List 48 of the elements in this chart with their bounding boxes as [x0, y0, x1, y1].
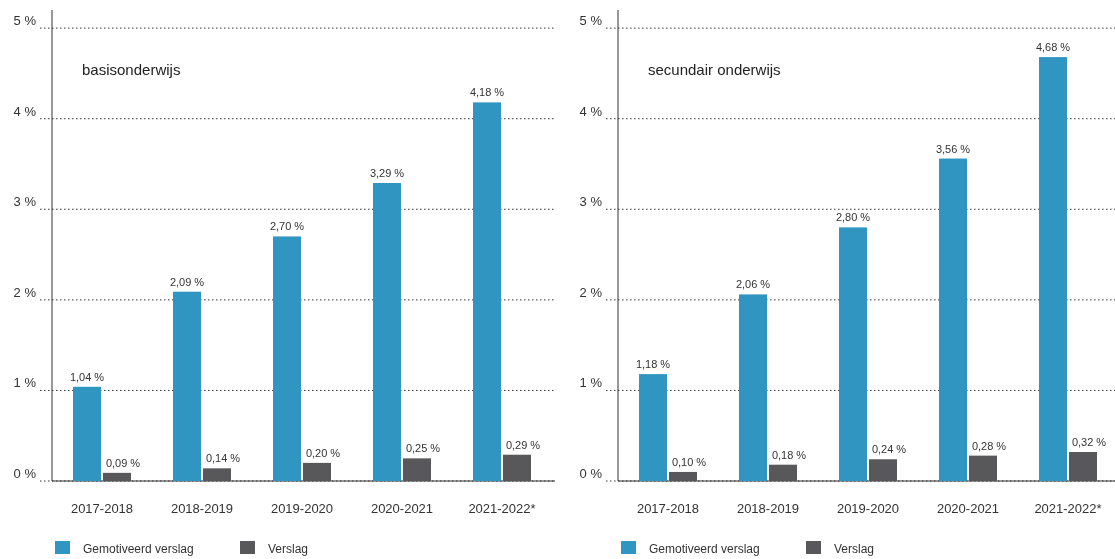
x-tick-label: 2017-2018: [70, 501, 134, 516]
x-tick-label: 2019-2020: [270, 501, 334, 516]
data-label: 0,25 %: [405, 442, 441, 455]
x-tick-label: 2019-2020: [836, 501, 900, 516]
data-label: 1,18 %: [635, 358, 671, 371]
x-tick-label: 2018-2019: [736, 501, 800, 516]
data-label: 0,14 %: [205, 452, 241, 465]
data-label: 0,10 %: [671, 455, 707, 468]
data-label: 4,18 %: [469, 86, 505, 99]
data-label: 0,18 %: [771, 448, 807, 461]
data-label: 2,09 %: [169, 275, 205, 288]
y-tick-label: 5 %: [13, 13, 37, 29]
data-label: 0,20 %: [305, 446, 341, 459]
y-tick-label: 1 %: [579, 375, 603, 391]
data-label: 4,68 %: [1035, 41, 1071, 54]
y-tick-label: 0 %: [579, 466, 603, 481]
legend-label: Gemotiveerd verslag: [83, 542, 194, 556]
data-label: 2,80 %: [835, 211, 871, 224]
legend-label: Verslag: [834, 542, 875, 556]
text: basisonderwijs: [82, 61, 181, 78]
y-tick-label: 4 %: [13, 103, 37, 119]
data-label: 0,09 %: [105, 456, 141, 469]
y-tick-label: 4 %: [579, 103, 603, 119]
data-label: 0,29 %: [505, 438, 541, 451]
y-tick-label: 2 %: [13, 284, 37, 300]
legend-label: Gemotiveerd verslag: [649, 542, 760, 556]
data-label: 2,70 %: [269, 220, 305, 233]
y-tick-label: 0 %: [13, 466, 37, 481]
y-tick-label: 5 %: [579, 13, 603, 29]
y-tick-label: 2 %: [579, 284, 603, 300]
y-tick-label: 1 %: [13, 375, 37, 391]
data-label: 2,06 %: [735, 278, 771, 291]
data-label: 0,32 %: [1071, 436, 1107, 449]
x-tick-label: 2021-2022*: [468, 501, 536, 516]
legend-label: Verslag: [268, 542, 309, 556]
x-tick-label: 2017-2018: [636, 501, 700, 516]
y-tick-label: 3 %: [13, 194, 37, 210]
y-tick-label: 3 %: [579, 194, 603, 210]
x-tick-label: 2018-2019: [170, 501, 234, 516]
text: secundair onderwijs: [648, 61, 781, 78]
data-label: 3,29 %: [369, 167, 405, 179]
data-label: 0,28 %: [971, 439, 1007, 452]
x-tick-label: 2021-2022*: [1034, 501, 1102, 516]
data-label: 1,04 %: [69, 370, 105, 383]
data-label: 3,56 %: [935, 142, 971, 155]
x-tick-label: 2020-2021: [370, 501, 434, 516]
data-label: 0,24 %: [871, 443, 907, 456]
x-tick-label: 2020-2021: [936, 501, 1000, 516]
